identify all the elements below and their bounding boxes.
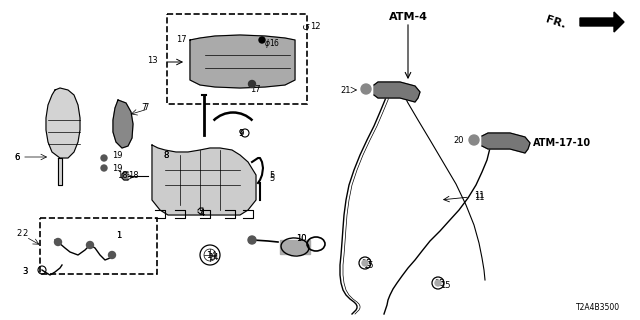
Text: 20: 20 (454, 135, 464, 145)
Text: 15: 15 (440, 281, 451, 290)
Text: 15: 15 (434, 278, 445, 287)
Text: 2: 2 (22, 228, 28, 237)
Text: 10: 10 (296, 234, 307, 243)
Text: 11: 11 (474, 193, 484, 202)
Text: 7: 7 (143, 102, 148, 111)
Circle shape (248, 236, 256, 244)
Text: 5: 5 (269, 171, 275, 180)
Text: 17: 17 (176, 35, 187, 44)
Text: 19: 19 (112, 150, 122, 159)
Text: 3: 3 (22, 268, 28, 276)
Text: 6: 6 (14, 153, 19, 162)
Text: T2A4B3500: T2A4B3500 (576, 303, 620, 313)
Text: $\phi$16: $\phi$16 (264, 37, 280, 50)
Text: 14: 14 (208, 252, 218, 261)
Polygon shape (46, 88, 80, 158)
Text: 9: 9 (238, 129, 243, 138)
Polygon shape (122, 172, 128, 180)
Circle shape (362, 260, 368, 266)
Text: 6: 6 (14, 153, 19, 162)
Text: 14: 14 (206, 251, 216, 260)
Text: 19: 19 (112, 164, 122, 172)
Text: ATM-17-10: ATM-17-10 (533, 138, 591, 148)
Text: 21: 21 (340, 85, 351, 94)
Polygon shape (374, 82, 420, 102)
Circle shape (54, 238, 61, 245)
Circle shape (248, 81, 255, 87)
Polygon shape (280, 240, 310, 254)
Circle shape (101, 155, 107, 161)
Text: 1: 1 (116, 230, 121, 239)
Text: 4: 4 (200, 209, 205, 218)
Text: 1: 1 (116, 230, 121, 239)
Bar (40, 218, 157, 274)
Text: 13: 13 (147, 55, 158, 65)
Text: 18: 18 (128, 171, 139, 180)
Polygon shape (482, 133, 530, 153)
Circle shape (109, 252, 115, 259)
Circle shape (259, 37, 265, 43)
Text: 8: 8 (163, 150, 168, 159)
Circle shape (469, 135, 479, 145)
Text: 12: 12 (310, 22, 321, 31)
Text: 9: 9 (238, 129, 243, 138)
Text: 15: 15 (363, 260, 374, 269)
Text: $\circlearrowleft$: $\circlearrowleft$ (300, 22, 311, 32)
Text: 15: 15 (361, 259, 371, 268)
Circle shape (101, 165, 107, 171)
Polygon shape (58, 158, 62, 185)
Text: 5: 5 (269, 173, 275, 182)
Text: ATM-4: ATM-4 (388, 12, 428, 22)
Polygon shape (113, 100, 133, 148)
Text: 8: 8 (163, 150, 168, 159)
Circle shape (435, 280, 441, 286)
Text: 11: 11 (474, 190, 484, 199)
Polygon shape (580, 12, 624, 32)
Circle shape (86, 242, 93, 249)
Bar (167, 14, 307, 104)
Text: 3: 3 (22, 268, 28, 276)
Text: 7: 7 (141, 102, 147, 111)
Text: 2: 2 (17, 228, 22, 237)
Circle shape (361, 84, 371, 94)
Text: 18: 18 (117, 171, 128, 180)
Polygon shape (152, 145, 256, 215)
Text: 4: 4 (200, 209, 205, 218)
Text: FR.: FR. (545, 14, 567, 30)
Polygon shape (190, 35, 295, 88)
Text: 17: 17 (250, 85, 260, 94)
Text: 10: 10 (296, 234, 307, 243)
